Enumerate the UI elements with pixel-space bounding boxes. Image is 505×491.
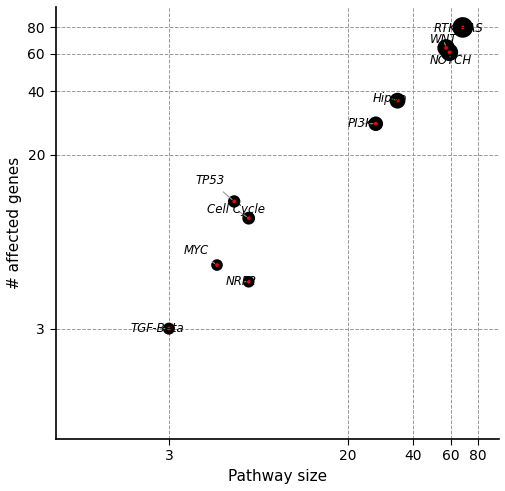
Text: NRF2: NRF2: [226, 275, 257, 288]
Text: NOTCH: NOTCH: [429, 54, 471, 67]
Point: [165, 325, 173, 332]
Point: [230, 197, 238, 205]
Text: TP53: TP53: [195, 174, 232, 200]
Text: Hippo: Hippo: [372, 92, 406, 105]
Point: [371, 120, 379, 128]
Point: [244, 214, 252, 222]
Text: WNT: WNT: [429, 33, 457, 47]
Text: Cell Cycle: Cell Cycle: [207, 203, 265, 217]
Point: [444, 48, 452, 56]
Text: RTK-RAS: RTK-RAS: [433, 22, 483, 35]
Point: [213, 261, 221, 269]
Point: [441, 44, 449, 52]
Point: [371, 120, 379, 128]
Point: [441, 44, 449, 52]
Y-axis label: # affected genes: # affected genes: [7, 157, 22, 289]
Point: [393, 97, 401, 105]
Point: [458, 24, 466, 31]
Text: PI3K: PI3K: [347, 117, 373, 130]
Point: [230, 197, 238, 205]
Point: [244, 278, 252, 286]
Point: [444, 48, 452, 56]
Point: [244, 214, 252, 222]
Point: [244, 278, 252, 286]
Point: [165, 325, 173, 332]
Text: MYC: MYC: [183, 245, 214, 264]
X-axis label: Pathway size: Pathway size: [227, 469, 326, 484]
Point: [213, 261, 221, 269]
Point: [458, 24, 466, 31]
Text: TGF-Beta: TGF-Beta: [130, 322, 184, 335]
Point: [393, 97, 401, 105]
